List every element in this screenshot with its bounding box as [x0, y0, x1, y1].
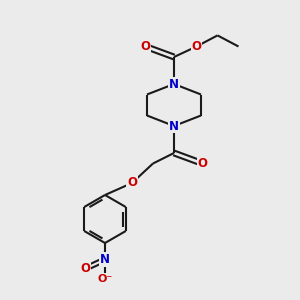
- Text: O: O: [191, 40, 202, 53]
- Text: O: O: [197, 157, 208, 170]
- Text: O: O: [80, 262, 91, 275]
- Text: O: O: [127, 176, 137, 190]
- Text: N: N: [169, 119, 179, 133]
- Text: N: N: [100, 253, 110, 266]
- Text: O⁻: O⁻: [98, 274, 112, 284]
- Text: O: O: [140, 40, 151, 53]
- Text: N: N: [169, 77, 179, 91]
